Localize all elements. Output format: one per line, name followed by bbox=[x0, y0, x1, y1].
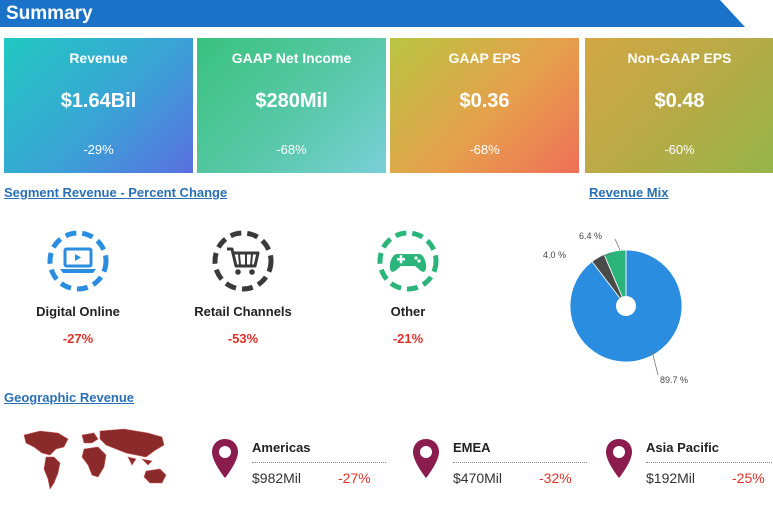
pie-slice-1 bbox=[569, 249, 683, 363]
kpi-value: $1.64Bil bbox=[60, 90, 137, 112]
region-divider bbox=[646, 462, 773, 463]
segment-change: -53% bbox=[227, 331, 259, 346]
kpi-value: $0.48 bbox=[654, 90, 705, 112]
region-name: Asia Pacific bbox=[646, 440, 719, 455]
segment-retail-channels: Retail Channels -53% bbox=[173, 228, 313, 346]
region-change: -25% bbox=[732, 470, 765, 486]
world-map-icon bbox=[23, 428, 167, 490]
region-divider bbox=[252, 462, 386, 463]
revenue-mix-title[interactable]: Revenue Mix bbox=[589, 185, 669, 200]
summary-banner bbox=[0, 0, 745, 27]
region-change: -27% bbox=[338, 470, 371, 486]
summary-title: Summary bbox=[6, 3, 93, 24]
segment-other: Other -21% bbox=[338, 228, 478, 346]
revenue-mix-chart bbox=[569, 238, 683, 376]
kpi-card-revenue: Revenue $1.64Bil -29% bbox=[4, 38, 193, 173]
kpi-card-non-gaap-eps: Non-GAAP EPS $0.48 -60% bbox=[585, 38, 773, 173]
pie-label-slice-2: 4.0 % bbox=[543, 250, 567, 260]
shopping-cart-icon bbox=[212, 230, 274, 292]
region-value: $192Mil bbox=[646, 470, 696, 486]
region-value: $982Mil bbox=[252, 470, 302, 486]
geographic-revenue-title[interactable]: Geographic Revenue bbox=[4, 390, 135, 405]
location-pin-icon bbox=[606, 439, 632, 478]
region-divider bbox=[453, 462, 587, 463]
gamepad-icon bbox=[377, 230, 439, 292]
kpi-value: $280Mil bbox=[255, 90, 328, 112]
region-value: $470Mil bbox=[453, 470, 503, 486]
kpi-change: -60% bbox=[664, 142, 695, 157]
segment-change: -27% bbox=[62, 331, 94, 346]
laptop-icon bbox=[47, 230, 109, 292]
region-change: -32% bbox=[539, 470, 572, 486]
segment-label: Retail Channels bbox=[194, 304, 292, 319]
segment-label: Other bbox=[390, 304, 426, 319]
kpi-value: $0.36 bbox=[459, 90, 510, 112]
kpi-change: -68% bbox=[469, 142, 500, 157]
kpi-label: Non-GAAP EPS bbox=[627, 50, 732, 66]
region-name: Americas bbox=[252, 440, 311, 455]
pie-label-slice-3: 6.4 % bbox=[579, 231, 603, 241]
segment-revenue-title[interactable]: Segment Revenue - Percent Change bbox=[4, 185, 228, 200]
kpi-label: Revenue bbox=[69, 50, 128, 66]
kpi-card-gaap-eps: GAAP EPS $0.36 -68% bbox=[390, 38, 579, 173]
kpi-card-gaap-net-income: GAAP Net Income $280Mil -68% bbox=[197, 38, 386, 173]
region-name: EMEA bbox=[453, 440, 491, 455]
kpi-label: GAAP Net Income bbox=[231, 50, 352, 66]
location-pin-icon bbox=[212, 439, 238, 478]
location-pin-icon bbox=[413, 439, 439, 478]
pie-label-slice-1: 89.7 % bbox=[660, 375, 689, 385]
kpi-change: -68% bbox=[276, 142, 307, 157]
pie-hole bbox=[616, 296, 636, 316]
segment-label: Digital Online bbox=[36, 304, 120, 319]
kpi-change: -29% bbox=[83, 142, 114, 157]
segment-change: -21% bbox=[392, 331, 424, 346]
segment-digital-online: Digital Online -27% bbox=[8, 228, 148, 346]
kpi-label: GAAP EPS bbox=[448, 50, 521, 66]
pie-slice-3 bbox=[603, 249, 627, 307]
